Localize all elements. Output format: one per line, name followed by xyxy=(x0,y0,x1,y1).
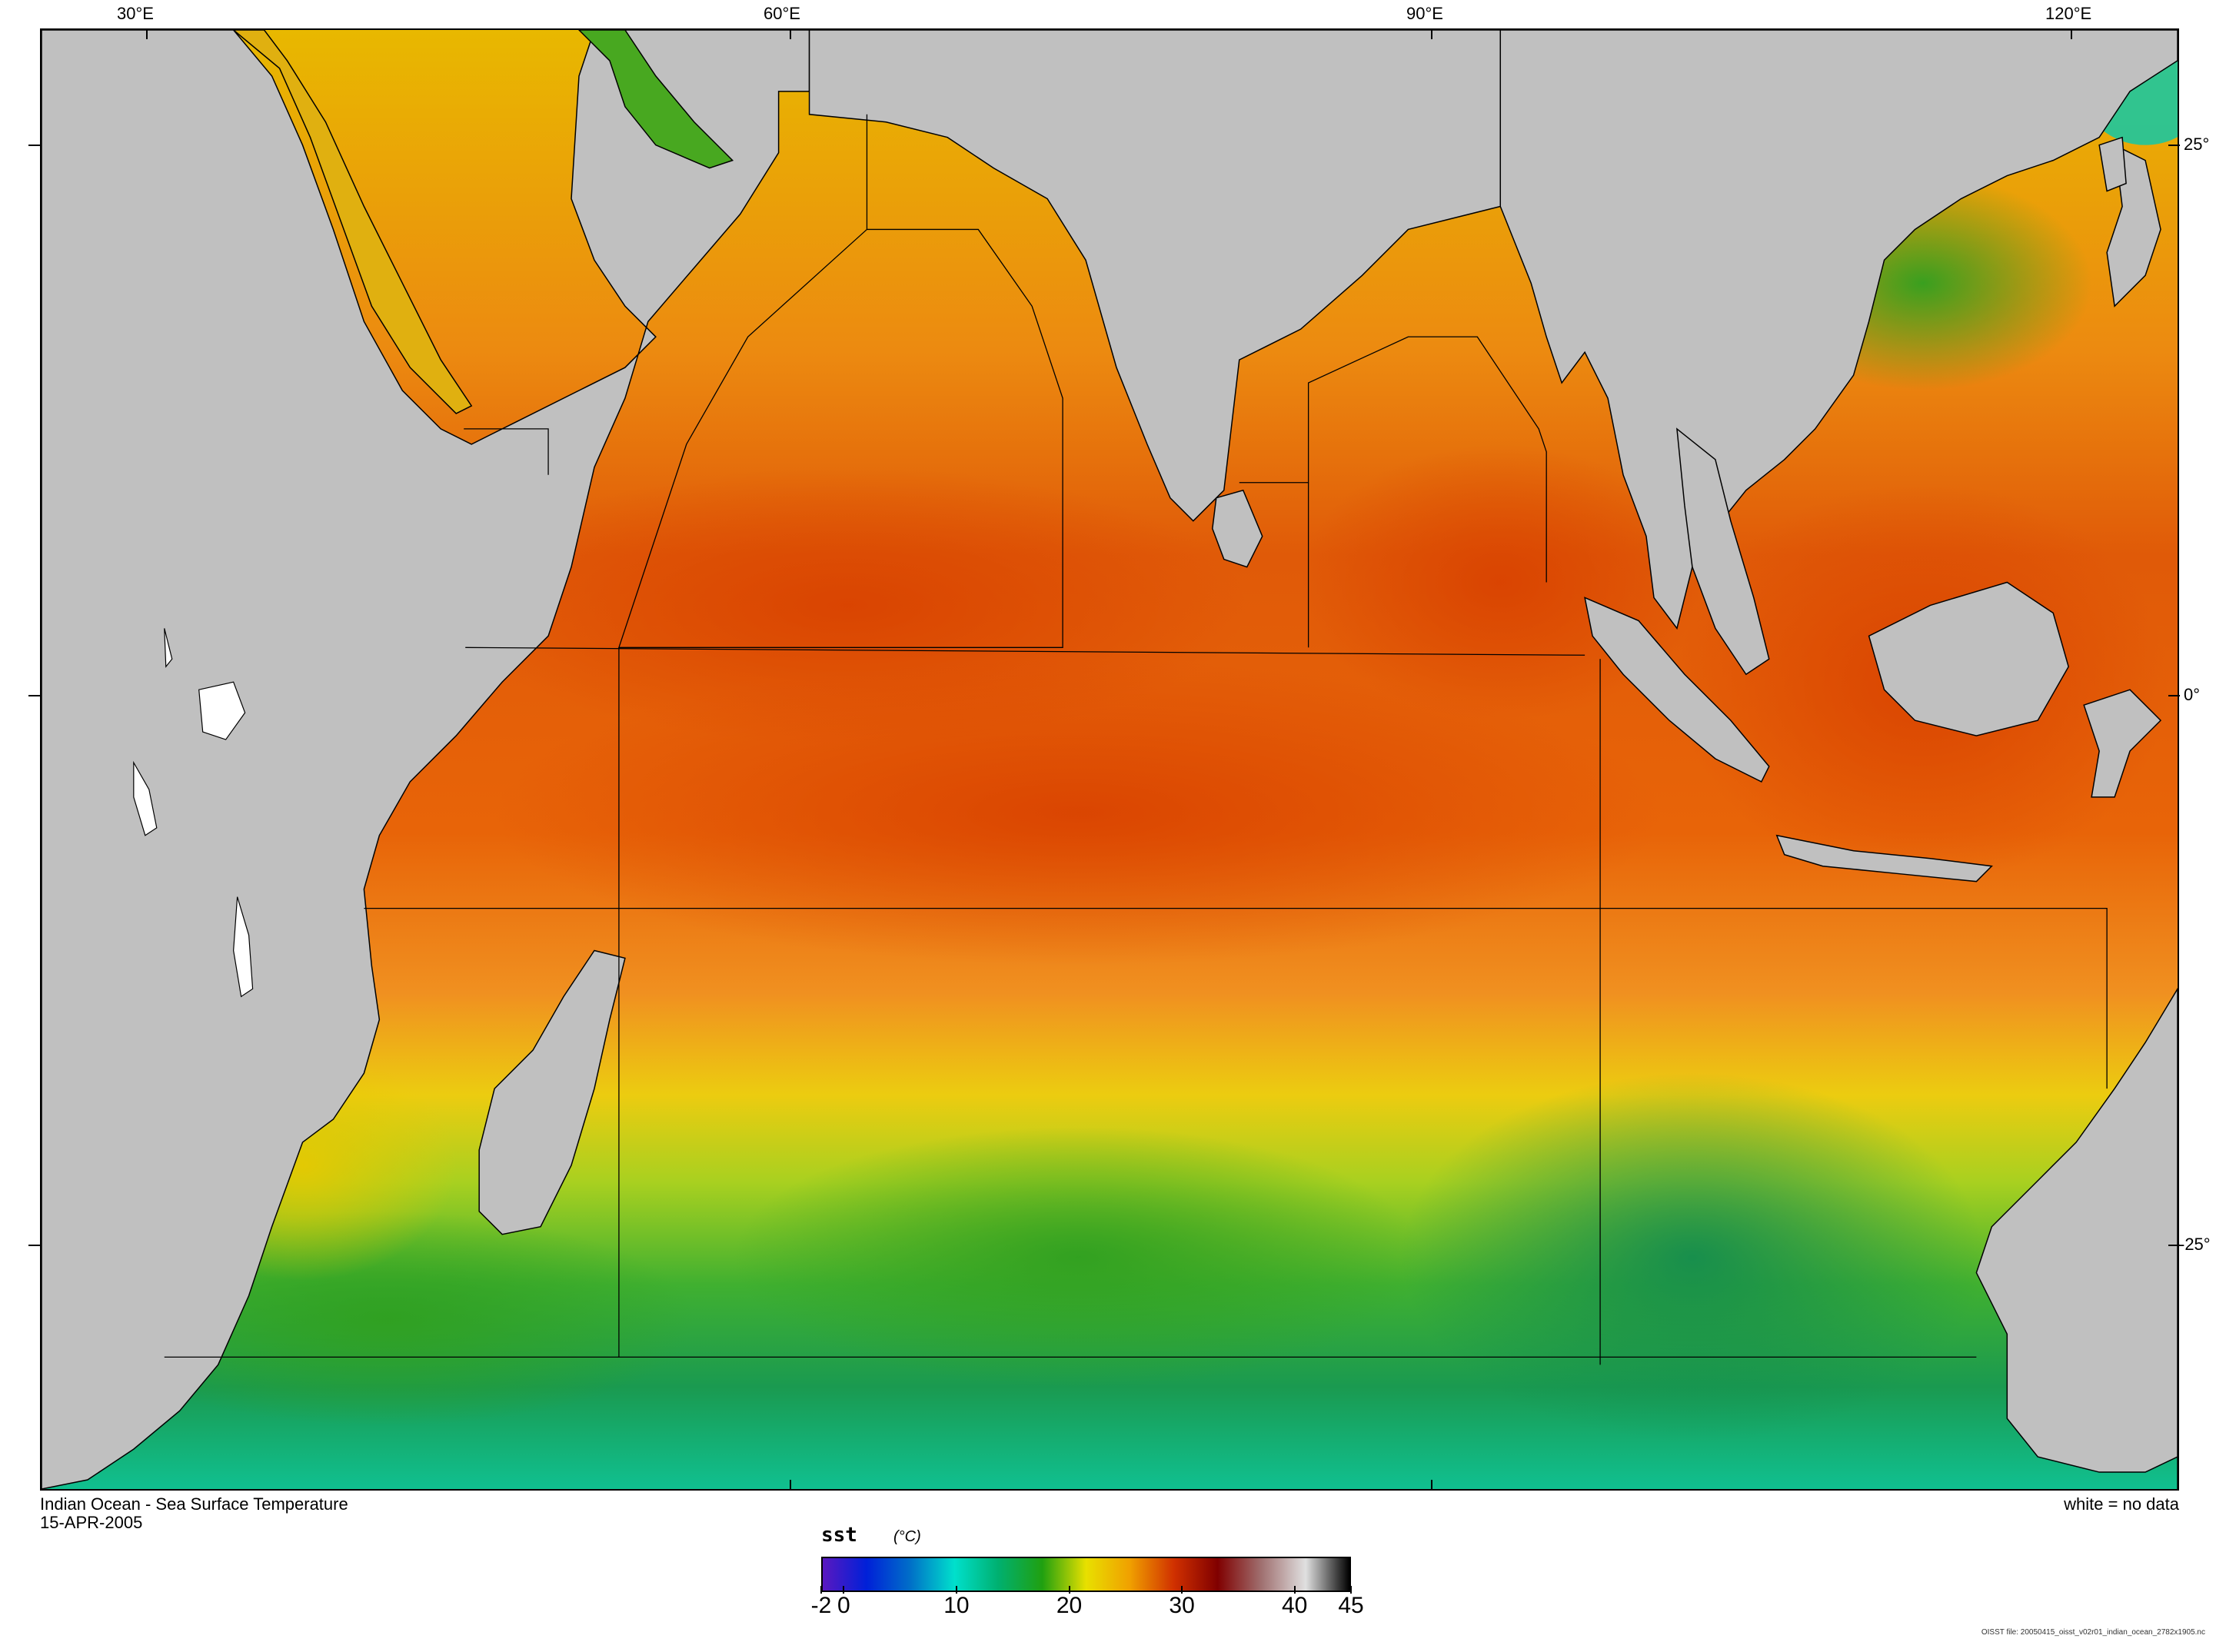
lat-label-25n: 25° xyxy=(2184,135,2210,154)
colorbar-tick-label: 10 xyxy=(943,1593,970,1618)
colorbar-tick-label: 45 xyxy=(1338,1593,1364,1618)
no-data-lake-victoria xyxy=(198,681,246,740)
lat-tick-25n-right xyxy=(2168,145,2180,146)
lat-tick-25s-left xyxy=(28,1245,40,1246)
cool-patch-south xyxy=(1400,1073,1985,1442)
warm-core-equatorial xyxy=(494,659,1662,966)
persian-gulf xyxy=(577,30,734,169)
land-sulawesi xyxy=(2083,689,2162,798)
land-southeast-asia xyxy=(1499,30,2178,630)
lon-tick-60e xyxy=(790,28,791,39)
land xyxy=(42,30,2178,1489)
lon-label-60e: 60°E xyxy=(764,4,800,23)
no-data-areas xyxy=(133,628,254,998)
lat-tick-0-left xyxy=(28,695,40,696)
file-note: OISST file: 20050415_oisst_v02r01_indian… xyxy=(1981,1628,2205,1637)
colorbar-tick xyxy=(820,1586,822,1594)
colorbar-tick xyxy=(1181,1586,1183,1594)
land-sri-lanka xyxy=(1212,489,1263,568)
sst-map[interactable] xyxy=(40,28,2179,1491)
colorbar-tick-label: 0 xyxy=(837,1593,850,1618)
no-data-lake-turkana xyxy=(164,628,173,668)
lon-tick-120e xyxy=(2071,28,2072,39)
region-boundaries xyxy=(164,114,2108,1365)
lat-tick-25n-left xyxy=(28,145,40,146)
land-australia xyxy=(1975,987,2178,1489)
colorbar-tick xyxy=(1068,1586,1070,1594)
warm-core-bengal xyxy=(1300,444,1700,721)
colorbar-tick xyxy=(955,1586,957,1594)
colorbar-tick-label: 20 xyxy=(1056,1593,1083,1618)
land-sumatra xyxy=(1584,597,1770,783)
land-java xyxy=(1775,834,1993,883)
colorbar-tick xyxy=(843,1586,845,1594)
colorbar-units: (°C) xyxy=(893,1528,921,1545)
map-title: Indian Ocean - Sea Surface Temperature xyxy=(40,1494,348,1514)
colorbar-tick-label: -2 xyxy=(810,1593,832,1618)
lon-tick-90e xyxy=(1431,28,1432,39)
green-patch-southcentral xyxy=(732,1126,1424,1388)
land-india xyxy=(808,30,1502,522)
no-data-note: white = no data xyxy=(2064,1494,2179,1514)
land-malay-peninsula xyxy=(1676,427,1770,676)
land-africa-eurasia xyxy=(42,30,810,1489)
land-borneo xyxy=(1868,581,2070,736)
lat-label-25s: -25° xyxy=(2179,1235,2211,1254)
colorbar-gradient xyxy=(821,1557,1351,1592)
colorbar-variable: sst xyxy=(821,1524,857,1547)
lon-label-30e: 30°E xyxy=(117,4,154,23)
colorbar-tick-label: 30 xyxy=(1169,1593,1195,1618)
land-taiwan xyxy=(2098,136,2127,192)
colorbar-tick xyxy=(1293,1586,1296,1594)
lon-tick-30e xyxy=(146,28,148,39)
lat-label-0: 0° xyxy=(2184,685,2201,704)
lon-label-120e: 120°E xyxy=(2045,4,2092,23)
lat-tick-0-right xyxy=(2168,695,2180,696)
red-sea xyxy=(232,30,473,414)
land-madagascar xyxy=(478,949,626,1235)
no-data-lake-malawi xyxy=(233,896,254,998)
lon-tick-90e-bottom xyxy=(1431,1480,1432,1491)
lon-label-90e: 90°E xyxy=(1406,4,1443,23)
lat-tick-25s-right xyxy=(2168,1245,2180,1246)
sst-map-canvas xyxy=(42,30,2178,1489)
no-data-lake-tanganyika xyxy=(133,760,158,836)
map-date: 15-APR-2005 xyxy=(40,1513,143,1532)
colorbar-tick xyxy=(1350,1586,1352,1594)
lon-tick-60e-bottom xyxy=(790,1480,791,1491)
colorbar-tick-label: 40 xyxy=(1282,1593,1308,1618)
